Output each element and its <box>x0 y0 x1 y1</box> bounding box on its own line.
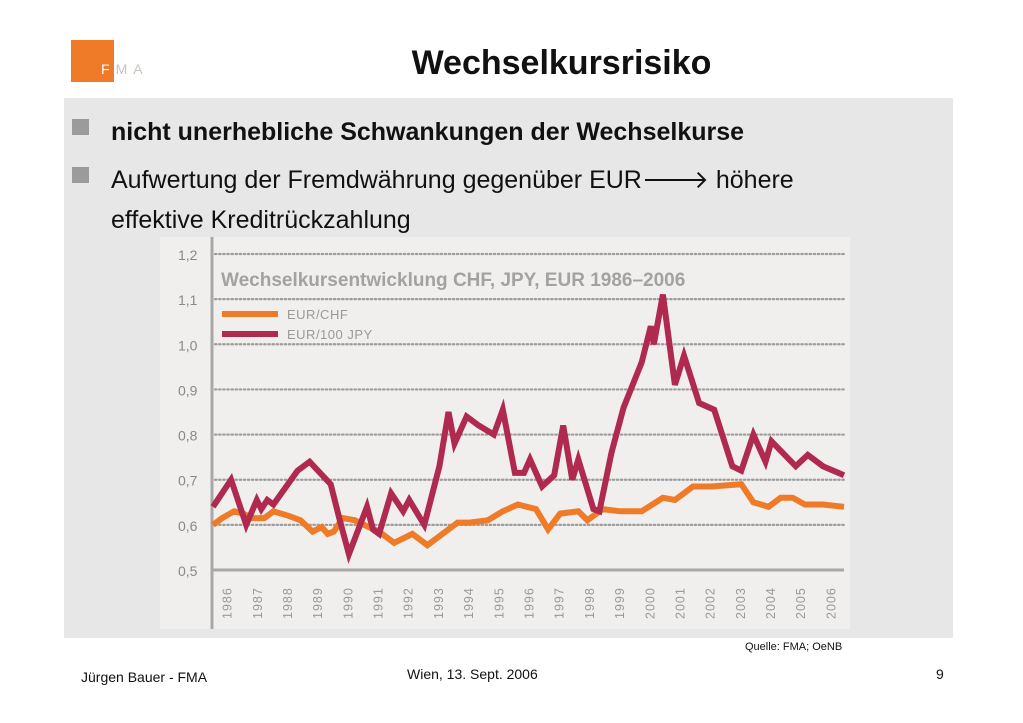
legend-label: EUR/100 JPY <box>287 327 373 342</box>
source-note: Quelle: FMA; OeNB <box>745 641 843 653</box>
footer-date: Wien, 13. Sept. 2006 <box>407 666 538 682</box>
logo-square <box>71 40 114 82</box>
exchange-rate-chart: 1,2 1,1 1,0 0,9 0,8 0,7 0,6 0,5 1986 1987 1988 1989… <box>178 237 846 629</box>
x-tick-label: 1987 <box>251 587 265 619</box>
series-line-eur-chf <box>211 481 845 549</box>
x-tick-label: 2003 <box>734 587 748 619</box>
x-tick-label: 1991 <box>372 587 386 619</box>
bullet-marker <box>72 167 89 183</box>
x-tick-label: 1990 <box>341 587 355 619</box>
x-tick-label: 1998 <box>583 587 597 619</box>
x-tick-label: 1992 <box>402 587 416 619</box>
y-tick-label: 1,1 <box>178 292 198 308</box>
x-tick-label: 2001 <box>673 587 687 619</box>
bullet-2-line2: effektive Kreditrückzahlung <box>111 206 411 234</box>
y-tick-label: 1,0 <box>178 337 198 353</box>
x-tick-label: 2004 <box>764 587 778 619</box>
x-tick-label: 2000 <box>643 587 657 619</box>
y-tick-label: 1,2 <box>178 247 198 263</box>
x-tick-label: 1989 <box>311 587 325 619</box>
arrow-icon: 🡒 <box>641 166 709 194</box>
footer-author: Jürgen Bauer - FMA <box>81 669 208 685</box>
x-tick-label: 1994 <box>462 587 476 619</box>
chart-title: Wechselkursentwicklung CHF, JPY, EUR 198… <box>221 270 685 291</box>
bullet-2-part1: Aufwertung der Fremdwährung gegenüber EU… <box>111 166 642 194</box>
y-tick-label: 0,9 <box>178 382 198 398</box>
bullet-marker <box>72 119 89 135</box>
x-tick-label: 2002 <box>704 587 718 619</box>
x-tick-label: 1986 <box>221 587 235 619</box>
y-tick-label: 0,6 <box>178 518 198 534</box>
slide-title: Wechselkursrisiko <box>411 44 712 82</box>
series-line-eur-100-jpy <box>210 294 846 564</box>
y-tick-label: 0,5 <box>178 563 198 579</box>
x-tick-label: 1996 <box>523 587 537 619</box>
legend-label: EUR/CHF <box>287 307 348 322</box>
x-tick-label: 1999 <box>613 587 627 619</box>
y-tick-label: 0,7 <box>178 473 198 489</box>
x-tick-label: 1988 <box>281 587 295 619</box>
page-number: 9 <box>936 666 944 682</box>
bullet-2-text: Aufwertung der Fremdwährung gegenüber EU… <box>111 160 794 240</box>
logo-text: FMA <box>101 61 149 77</box>
x-tick-label: 1997 <box>553 587 567 619</box>
x-tick-label: 2006 <box>824 587 838 619</box>
x-tick-label: 1995 <box>492 587 506 619</box>
x-tick-label: 1993 <box>432 587 446 619</box>
x-tick-label: 2005 <box>794 587 808 619</box>
bullet-2-part2: höhere <box>708 166 794 194</box>
fma-logo: FMA <box>71 40 181 84</box>
bullet-1-text: nicht unerhebliche Schwankungen der Wech… <box>111 118 745 146</box>
y-tick-label: 0,8 <box>178 428 198 444</box>
